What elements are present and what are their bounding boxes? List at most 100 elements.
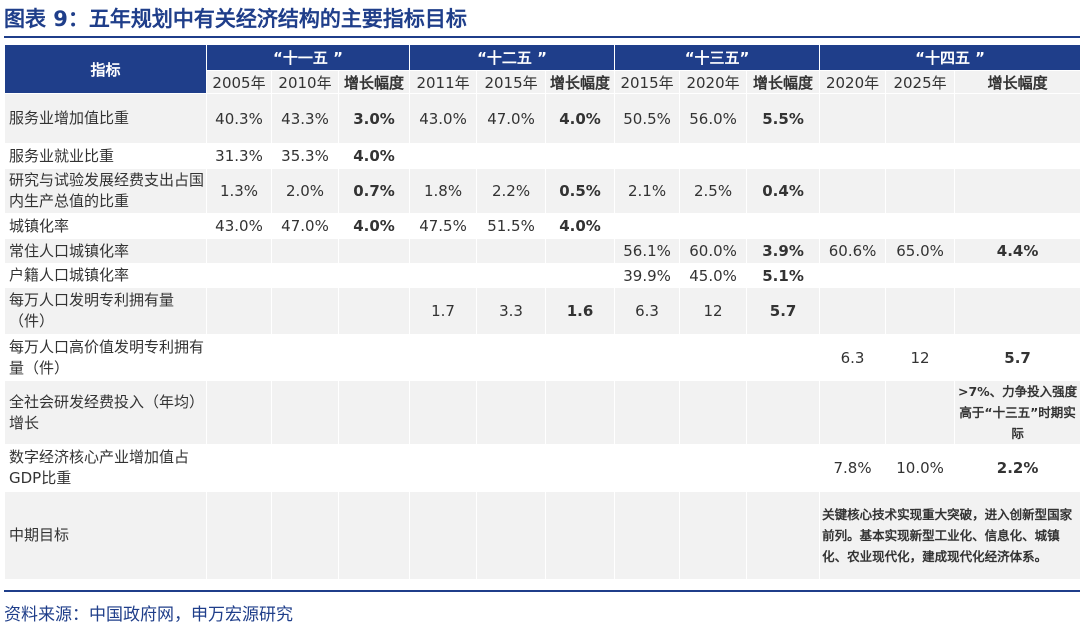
- value-cell: [271, 263, 339, 288]
- value-cell: [885, 287, 956, 335]
- value-cell: 43.0%: [206, 213, 272, 239]
- year-header: 2020年: [819, 70, 887, 94]
- value-cell: [409, 491, 478, 580]
- value-cell: [476, 263, 547, 288]
- value-cell: 40.3%: [206, 93, 272, 144]
- year-header: 2025年: [885, 70, 956, 94]
- growth-cell: 0.7%: [337, 168, 411, 214]
- value-cell: 56.1%: [614, 238, 681, 264]
- value-cell: 1.8%: [409, 168, 478, 214]
- growth-cell: 5.1%: [746, 263, 821, 288]
- value-cell: [819, 287, 887, 335]
- year-header: 2010年: [271, 70, 339, 94]
- indicator-label: 每万人口发明专利拥有量（件）: [4, 287, 207, 335]
- indicator-label: 中期目标: [4, 491, 207, 580]
- value-cell: [206, 287, 272, 335]
- table-row: 数字经济核心产业增加值占GDP比重 7.8% 10.0% 2.2%: [4, 444, 1080, 492]
- year-header: 2011年: [409, 70, 478, 94]
- indicator-label: 数字经济核心产业增加值占GDP比重: [4, 444, 207, 492]
- value-cell: [476, 334, 547, 381]
- year-header: 2020年: [679, 70, 748, 94]
- growth-header: 增长幅度: [746, 70, 821, 94]
- growth-cell: [746, 213, 821, 239]
- indicator-label: 户籍人口城镇化率: [4, 263, 207, 288]
- growth-cell: [545, 491, 616, 580]
- growth-cell: 0.5%: [545, 168, 616, 214]
- value-cell: [679, 213, 748, 239]
- growth-header: 增长幅度: [337, 70, 411, 94]
- growth-cell: 4.0%: [337, 143, 411, 169]
- value-cell: 2.1%: [614, 168, 681, 214]
- plan-header: “十四五 ”: [819, 44, 1080, 71]
- growth-cell: [545, 143, 616, 169]
- growth-cell: [954, 263, 1080, 288]
- growth-cell: [337, 444, 411, 492]
- value-cell: 12: [679, 287, 748, 335]
- indicator-label: 城镇化率: [4, 213, 207, 239]
- value-cell: [271, 238, 339, 264]
- year-header: 2015年: [614, 70, 681, 94]
- value-cell: 43.0%: [409, 93, 478, 144]
- value-cell: [614, 380, 681, 445]
- plan-header: “十三五”: [614, 44, 821, 71]
- value-cell: [885, 263, 956, 288]
- growth-cell: 3.9%: [746, 238, 821, 264]
- table-row: 中期目标 关键核心技术实现重大突破，进入创新型国家前列。基本实现新型工业化、信息…: [4, 491, 1080, 580]
- value-cell: [819, 143, 887, 169]
- indicator-label: 全社会研发经费投入（年均）增长: [4, 380, 207, 445]
- growth-cell: 4.4%: [954, 238, 1080, 264]
- value-cell: [409, 238, 478, 264]
- value-cell: [206, 491, 272, 580]
- value-cell: [271, 287, 339, 335]
- indicator-label: 服务业增加值比重: [4, 93, 207, 144]
- table-row: 全社会研发经费投入（年均）增长 >7%、力争投入强度高于“十三五”时期实际: [4, 380, 1080, 445]
- value-cell: [409, 143, 478, 169]
- table-row: 研究与试验发展经费支出占国内生产总值的比重 1.3% 2.0% 0.7% 1.8…: [4, 168, 1080, 214]
- source-note: 资料来源：中国政府网，申万宏源研究: [4, 605, 293, 625]
- indicator-label: 研究与试验发展经费支出占国内生产总值的比重: [4, 168, 207, 214]
- growth-cell: [954, 93, 1080, 144]
- value-cell: [271, 334, 339, 381]
- value-cell: [679, 444, 748, 492]
- value-cell: 3.3: [476, 287, 547, 335]
- growth-cell: [746, 380, 821, 445]
- value-cell: [271, 380, 339, 445]
- growth-cell: [746, 491, 821, 580]
- table-row: 服务业就业比重 31.3% 35.3% 4.0%: [4, 143, 1080, 169]
- value-cell: 43.3%: [271, 93, 339, 144]
- value-cell: 39.9%: [614, 263, 681, 288]
- value-cell: [476, 444, 547, 492]
- value-cell: 7.8%: [819, 444, 887, 492]
- value-cell: [476, 491, 547, 580]
- value-cell: [409, 380, 478, 445]
- growth-cell: [746, 444, 821, 492]
- growth-cell: [954, 143, 1080, 169]
- growth-note: >7%、力争投入强度高于“十三五”时期实际: [954, 380, 1080, 445]
- growth-cell: [746, 334, 821, 381]
- growth-cell: 5.7: [746, 287, 821, 335]
- value-cell: [409, 334, 478, 381]
- value-cell: 45.0%: [679, 263, 748, 288]
- value-cell: 12: [885, 334, 956, 381]
- year-header: 2015年: [476, 70, 547, 94]
- value-cell: 50.5%: [614, 93, 681, 144]
- value-cell: 1.7: [409, 287, 478, 335]
- growth-cell: 5.5%: [746, 93, 821, 144]
- growth-cell: [545, 238, 616, 264]
- value-cell: 2.5%: [679, 168, 748, 214]
- value-cell: [679, 380, 748, 445]
- value-cell: [885, 93, 956, 144]
- growth-cell: [545, 380, 616, 445]
- page-title: 图表 9：五年规划中有关经济结构的主要指标目标: [4, 7, 467, 31]
- value-cell: 6.3: [614, 287, 681, 335]
- value-cell: [206, 238, 272, 264]
- value-cell: [614, 213, 681, 239]
- table-row: 服务业增加值比重 40.3% 43.3% 3.0% 43.0% 47.0% 4.…: [4, 93, 1080, 144]
- value-cell: [679, 143, 748, 169]
- value-cell: 2.2%: [476, 168, 547, 214]
- header-row-plans: 指标 “十一五 ” “十二五 ” “十三五” “十四五 ”: [4, 44, 1080, 94]
- growth-cell: [337, 334, 411, 381]
- value-cell: 56.0%: [679, 93, 748, 144]
- growth-cell: 4.0%: [545, 213, 616, 239]
- value-cell: 47.0%: [476, 93, 547, 144]
